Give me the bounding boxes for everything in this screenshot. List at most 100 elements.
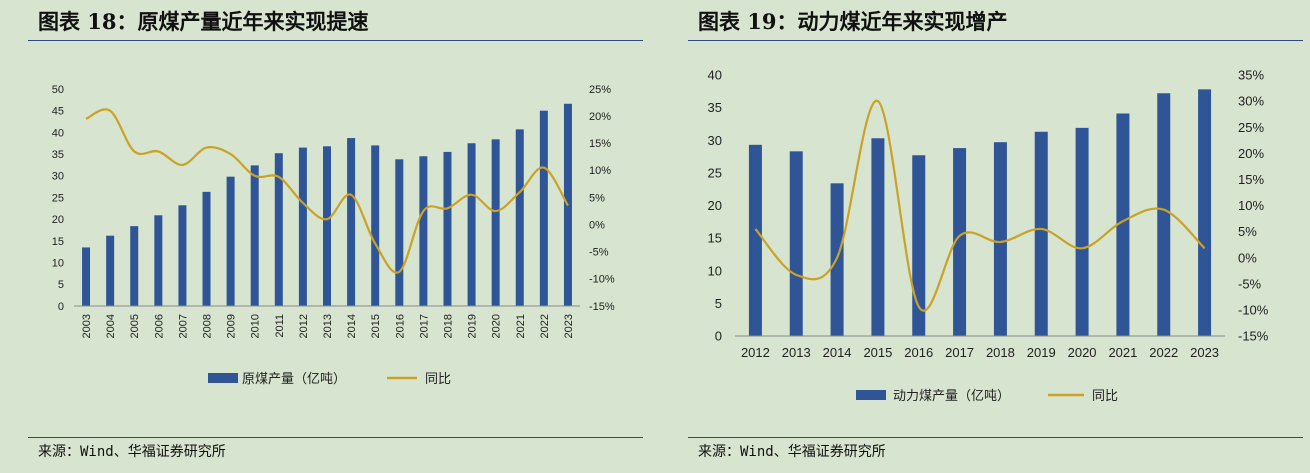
- y-right-tick-label: 0%: [1238, 250, 1257, 265]
- y-right-tick-label: -15%: [1238, 329, 1269, 344]
- chart-canvas: 0 5 10 15 20 25 30 35 40 -15% -10% -5% 0% 5% 10% 15% 20%…: [708, 68, 1269, 404]
- x-tick-label: 2004: [105, 314, 117, 338]
- x-tick-label: 2016: [394, 314, 406, 338]
- y-right-tick-label: -10%: [1238, 302, 1269, 317]
- y-left-tick-label: 45: [52, 106, 64, 118]
- y-left-tick-label: 30: [52, 171, 64, 183]
- y-left-tick-label: 25: [52, 192, 64, 204]
- y-left-tick-label: 20: [708, 198, 722, 213]
- bar: [871, 138, 885, 336]
- x-tick-label: 2014: [346, 314, 358, 338]
- y-right-tick-label: 15%: [589, 138, 611, 150]
- x-tick-label: 2019: [1027, 345, 1056, 360]
- source-rule: [688, 437, 1303, 438]
- bar: [106, 235, 115, 306]
- legend-label-bar: 原煤产量（亿吨）: [242, 372, 346, 387]
- y-left-tick-label: 10: [52, 257, 64, 269]
- y-right-tick-label: -15%: [589, 301, 615, 313]
- bar: [226, 176, 235, 306]
- y-left-tick-label: 5: [715, 296, 722, 311]
- series-line-yoy: [85, 108, 569, 274]
- x-tick-label: 2022: [1149, 345, 1178, 360]
- x-tick-label: 2021: [515, 314, 527, 338]
- y-left-tick-label: 30: [708, 133, 722, 148]
- source-rule: [28, 437, 643, 438]
- y-left-tick-label: 15: [708, 231, 722, 246]
- y-right-tick-label: -10%: [589, 274, 615, 286]
- y-left-tick-label: 0: [715, 329, 722, 344]
- legend-label-line: 同比: [425, 372, 451, 387]
- y-right-tick-label: 25%: [589, 84, 611, 96]
- bar: [178, 205, 187, 306]
- bar: [298, 147, 307, 306]
- x-tick-label: 2018: [986, 345, 1015, 360]
- x-tick-label: 2014: [823, 345, 852, 360]
- legend-label-bar: 动力煤产量（亿吨）: [893, 389, 1010, 404]
- bar: [1116, 113, 1130, 336]
- bar: [789, 151, 803, 336]
- bar: [419, 156, 428, 306]
- bar: [1075, 127, 1089, 336]
- x-tick-label: 2006: [153, 314, 165, 338]
- chart-panel-18: 图表 18：原煤产量近年来实现提速 0 5 10 15 20 25 30 35 40 45 50 -1…: [0, 0, 650, 473]
- legend-swatch-bar: [856, 390, 886, 400]
- bar: [515, 129, 524, 306]
- bar: [250, 165, 259, 306]
- y-left-tick-label: 40: [708, 68, 722, 83]
- legend-label-line: 同比: [1092, 389, 1118, 404]
- bar: [491, 139, 500, 306]
- chart-title: 图表 19：动力煤近年来实现增产: [698, 9, 1008, 34]
- x-tick-label: 2007: [177, 314, 189, 338]
- x-tick-label: 2015: [370, 314, 382, 338]
- x-tick-label: 2010: [250, 314, 262, 338]
- y-left-tick-label: 35: [708, 100, 722, 115]
- y-right-tick-label: 15%: [1238, 172, 1264, 187]
- bar: [395, 159, 404, 306]
- x-tick-label: 2020: [1068, 345, 1097, 360]
- x-tick-label: 2020: [491, 314, 503, 338]
- bar: [371, 145, 380, 306]
- y-left-tick-label: 5: [58, 279, 64, 291]
- x-tick-label: 2012: [298, 314, 310, 338]
- y-right-tick-label: 5%: [1238, 224, 1257, 239]
- x-tick-label: 2023: [563, 314, 575, 338]
- legend-swatch-bar: [208, 373, 238, 383]
- chart-panel-19: 图表 19：动力煤近年来实现增产 0 5 10 15 20 25 30 35 40 -15% -10…: [660, 0, 1310, 473]
- title-rule: [28, 40, 643, 41]
- x-tick-label: 2013: [782, 345, 811, 360]
- y-right-tick-label: -5%: [589, 247, 609, 259]
- bar: [1198, 89, 1212, 336]
- bar: [154, 215, 163, 306]
- y-left-tick-label: 25: [708, 165, 722, 180]
- y-right-tick-label: 10%: [589, 165, 611, 177]
- bar: [953, 148, 967, 336]
- x-tick-label: 2012: [741, 345, 770, 360]
- x-tick-label: 2018: [442, 314, 454, 338]
- x-tick-label: 2016: [904, 345, 933, 360]
- y-left-tick-label: 10: [708, 263, 722, 278]
- y-right-tick-label: 30%: [1238, 94, 1264, 109]
- source-note: 来源：Wind、华福证券研究所: [38, 444, 226, 460]
- y-left-tick-label: 40: [52, 127, 64, 139]
- bar: [130, 226, 139, 306]
- chart-title: 图表 18：原煤产量近年来实现提速: [38, 9, 369, 34]
- bar: [993, 142, 1007, 336]
- y-left-tick-label: 15: [52, 236, 64, 248]
- bar: [912, 155, 926, 336]
- y-right-tick-label: 20%: [1238, 146, 1264, 161]
- y-left-tick-label: 35: [52, 149, 64, 161]
- y-right-tick-label: 35%: [1238, 68, 1264, 83]
- y-left-tick-label: 0: [58, 301, 64, 313]
- bar: [1034, 131, 1048, 336]
- x-tick-label: 2021: [1108, 345, 1137, 360]
- x-tick-label: 2005: [129, 314, 141, 338]
- x-tick-label: 2011: [274, 314, 286, 338]
- bar: [347, 138, 356, 306]
- x-tick-label: 2009: [226, 314, 238, 338]
- series-line-yoy: [754, 99, 1206, 312]
- x-tick-label: 2022: [539, 314, 551, 338]
- bar: [323, 146, 331, 306]
- title-rule: [688, 40, 1303, 41]
- bar: [274, 153, 283, 306]
- x-tick-label: 2015: [863, 345, 892, 360]
